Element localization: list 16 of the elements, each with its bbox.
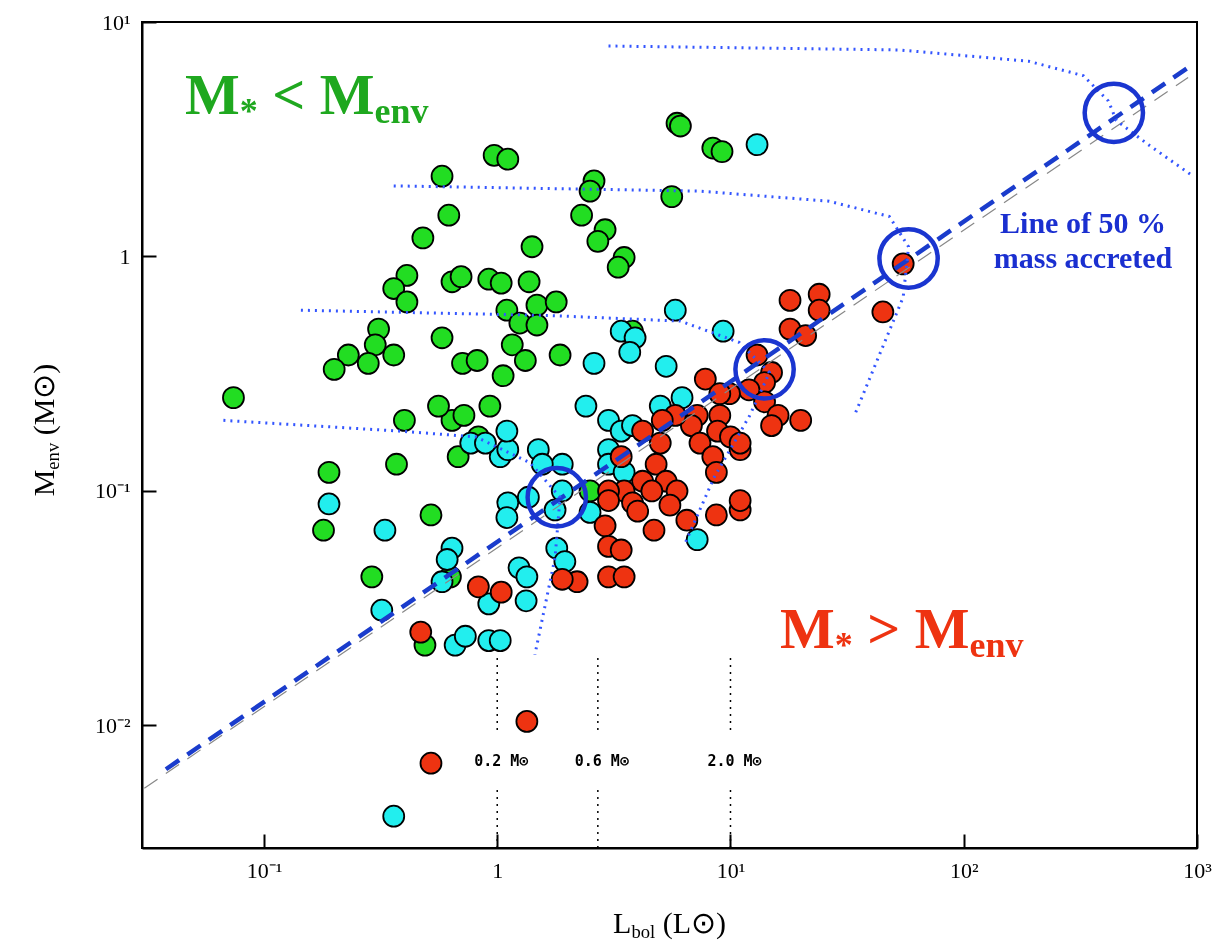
y-tick-label: 10⁻¹ xyxy=(94,478,131,504)
x-tick-label: 10⁻¹ xyxy=(246,857,283,883)
y-tick-label: 1 xyxy=(119,243,131,269)
annotation: M$_{*}$ > M$_{env}$ xyxy=(780,596,1024,665)
ref-line-label: 0.2 M⊙ xyxy=(474,752,529,770)
y-tick-label: 10¹ xyxy=(101,9,131,35)
x-tick-label: 10¹ xyxy=(716,857,746,883)
x-axis-title: L$_{bol}$ (L⊙) xyxy=(613,906,726,942)
x-tick-label: 10³ xyxy=(1183,857,1213,883)
y-tick-label: 10⁻² xyxy=(94,712,131,738)
annotation: Line of 50 % mass accreted xyxy=(992,206,1174,275)
ref-line-label: 0.6 M⊙ xyxy=(574,752,629,770)
ref-line-label: 2.0 M⊙ xyxy=(707,752,762,770)
x-tick-label: 1 xyxy=(492,857,504,883)
x-tick-label: 10² xyxy=(949,857,979,883)
annotation: M$_{*}$ < M$_{env}$ xyxy=(185,62,429,131)
